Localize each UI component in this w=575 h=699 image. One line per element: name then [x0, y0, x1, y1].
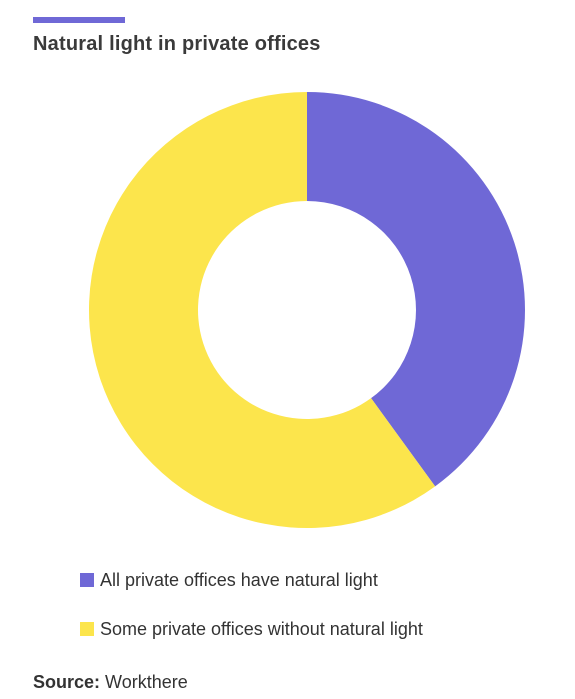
legend-swatch-some-without-natural-light	[80, 622, 94, 636]
legend-label-all-natural-light: All private offices have natural light	[100, 569, 378, 590]
title-accent-bar	[33, 17, 125, 23]
donut-chart-area	[0, 80, 575, 550]
source-text: Workthere	[105, 672, 188, 692]
donut-chart	[88, 92, 525, 528]
donut-slice-2	[88, 92, 436, 528]
donut-slice-1	[307, 92, 525, 487]
legend-label-some-without-natural-light: Some private offices without natural lig…	[100, 618, 423, 639]
chart-title: Natural light in private offices	[33, 33, 321, 55]
legend-item-all-natural-light: All private offices have natural light	[80, 568, 423, 592]
chart-legend: All private offices have natural light S…	[80, 568, 423, 666]
source-label: Source:	[33, 672, 101, 692]
legend-swatch-all-natural-light	[80, 573, 94, 587]
legend-item-some-without-natural-light: Some private offices without natural lig…	[80, 617, 423, 641]
source-note: Source: Workthere	[33, 672, 188, 693]
